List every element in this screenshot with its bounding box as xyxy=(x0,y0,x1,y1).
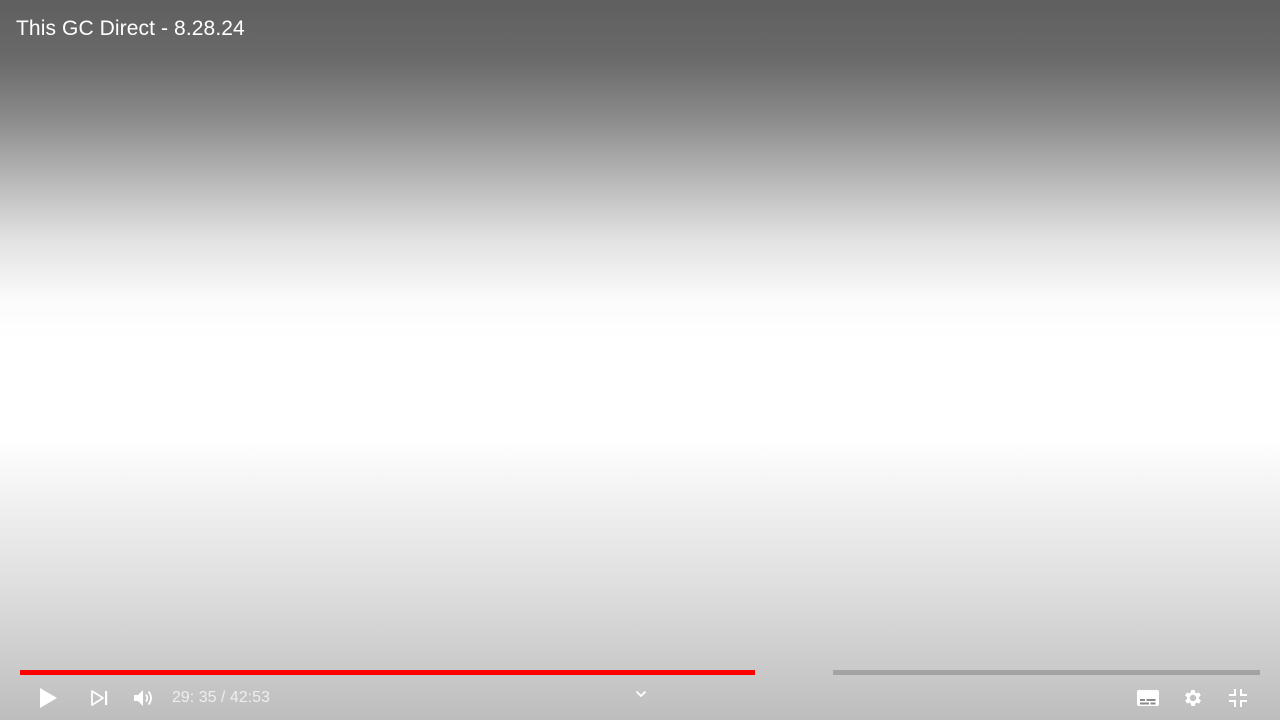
progress-bar[interactable] xyxy=(20,670,1260,675)
subtitles-icon xyxy=(1137,690,1159,706)
exit-fullscreen-button[interactable] xyxy=(1218,680,1258,716)
video-title: This GC Direct - 8.28.24 xyxy=(16,17,245,40)
player-controls: 29: 35 / 42:53 xyxy=(0,680,1280,720)
time-display: 29: 35 / 42:53 xyxy=(172,688,270,708)
chevron-down-icon xyxy=(635,690,647,698)
next-track-icon xyxy=(91,690,108,706)
next-button[interactable] xyxy=(80,680,120,716)
gear-icon xyxy=(1185,690,1201,706)
subtitles-button[interactable] xyxy=(1128,680,1168,716)
play-icon xyxy=(40,688,57,708)
current-time: 29: 35 xyxy=(172,689,217,706)
volume-icon xyxy=(134,690,152,706)
more-chevron-button[interactable] xyxy=(630,686,652,702)
exit-fullscreen-icon xyxy=(1229,689,1247,707)
duration: 42:53 xyxy=(229,689,270,706)
settings-button[interactable] xyxy=(1173,680,1213,716)
play-button[interactable] xyxy=(28,680,68,716)
progress-played xyxy=(20,670,756,675)
volume-button[interactable] xyxy=(124,680,164,716)
progress-remaining xyxy=(833,670,1260,675)
time-separator: / xyxy=(216,689,230,706)
